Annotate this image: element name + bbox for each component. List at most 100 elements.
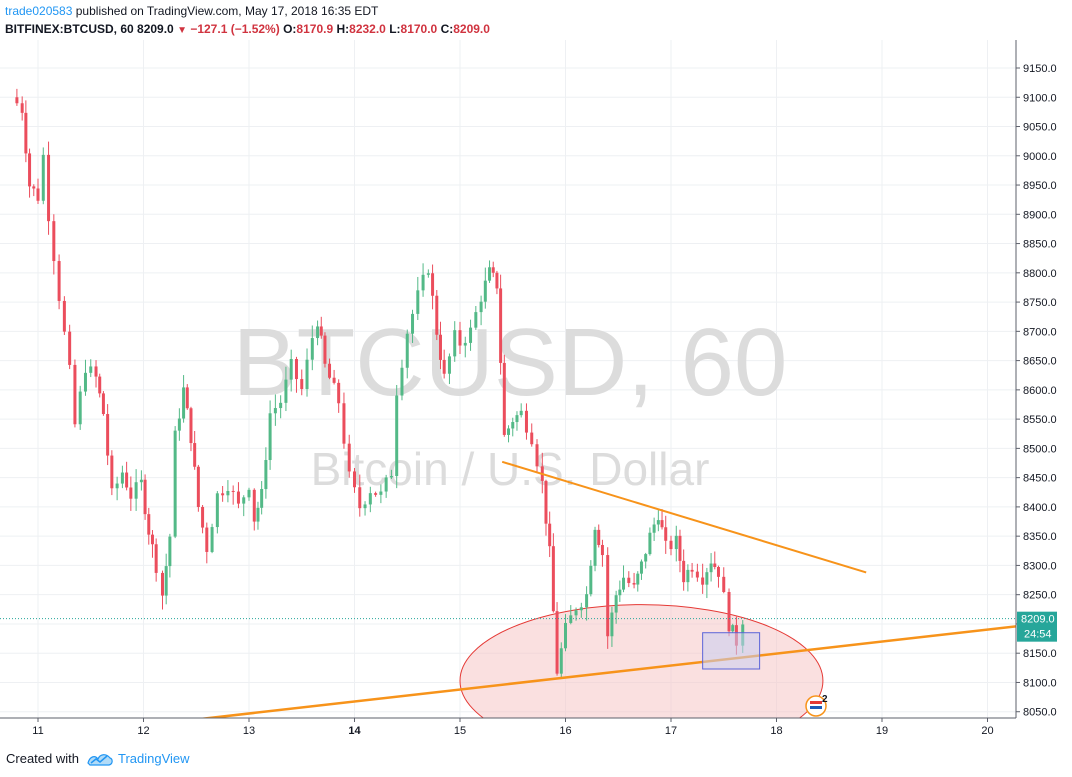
candle-body [535, 444, 539, 467]
candle-body [173, 430, 177, 537]
rectangle-annotation[interactable] [702, 632, 761, 670]
candle-body [519, 410, 523, 416]
price-tick-label: 8250.0 [1023, 590, 1057, 602]
candle-body [524, 410, 528, 433]
candle-body [421, 274, 425, 291]
tradingview-logo-icon[interactable] [87, 750, 113, 768]
events-count: 2 [822, 694, 828, 705]
candle-body [332, 377, 336, 383]
open-value: 8170.9 [296, 22, 334, 36]
candle-body [125, 472, 129, 488]
candle-body [411, 313, 415, 334]
candle-body [405, 333, 409, 368]
flag-stripe-icon [810, 701, 822, 704]
high-value: 8232.0 [349, 22, 386, 36]
time-tick-label: 19 [876, 725, 888, 737]
price-tick-label: 8100.0 [1023, 677, 1057, 689]
candle-body [201, 506, 205, 528]
flag-stripe2-icon [810, 706, 822, 709]
candle-body [695, 571, 699, 578]
candle-body [469, 327, 473, 343]
candle-body [463, 342, 467, 346]
candle-body [273, 408, 277, 414]
candle-body [94, 366, 98, 377]
candle-body [110, 455, 114, 489]
candle-body [515, 415, 519, 423]
created-with-text: Created with [6, 751, 79, 766]
candle-body [205, 527, 209, 552]
candle-body [328, 363, 332, 378]
candle-body [342, 403, 346, 444]
candle-body [705, 572, 709, 585]
candle-body [502, 362, 506, 435]
candle-body [189, 408, 193, 444]
candle-body [656, 520, 660, 525]
watermark-description: Bitcoin / U.S. Dollar [311, 443, 710, 495]
candle-body [564, 622, 567, 649]
candle-body [177, 418, 181, 431]
candle-body [89, 366, 93, 373]
candle-body [252, 489, 256, 522]
price-tick-label: 8150.0 [1023, 648, 1057, 660]
candle-body [593, 529, 597, 566]
down-arrow-icon: ▼ [177, 25, 187, 36]
candle-body [597, 529, 601, 545]
candle-body [438, 334, 442, 360]
trendline-support[interactable] [37, 614, 1072, 739]
candle-body [182, 387, 186, 419]
watermark-symbol: BTCUSD, 60 [233, 309, 788, 416]
price-chart[interactable]: BTCUSD, 60 Bitcoin / U.S. Dollar 8050.0 8… [0, 40, 1072, 740]
symbol-info: BITFINEX:BTCUSD, 60 8209.0 ▼ −127.1 (−1.… [5, 22, 490, 36]
author-link[interactable]: trade020583 [5, 4, 73, 18]
candle-body [305, 359, 309, 390]
candle-body [47, 154, 51, 222]
tradingview-brand-link[interactable]: TradingView [118, 751, 190, 766]
price-tick-label: 9100.0 [1023, 92, 1057, 104]
candle-body [548, 523, 552, 547]
candle-body [491, 267, 495, 273]
candle-body [639, 561, 643, 574]
price-tick-label: 9050.0 [1023, 122, 1057, 134]
price-tick-label: 8900.0 [1023, 209, 1057, 221]
candle-body [337, 382, 341, 404]
time-axis[interactable]: 11 12 13 14 15 16 17 18 19 20 [0, 717, 1072, 740]
price-tick-label: 8600.0 [1023, 385, 1057, 397]
candle-body [264, 460, 268, 490]
candle-body [435, 295, 439, 335]
price-tick-label: 8950.0 [1023, 180, 1057, 192]
candle-body [507, 428, 511, 435]
drawings[interactable] [0, 460, 1072, 739]
countdown-timer: 24:54 [1024, 629, 1052, 641]
candle-body [83, 372, 87, 392]
candle-body [669, 540, 673, 550]
price-axis[interactable]: 8050.08100.08150.08200.08250.08300.08350… [1015, 40, 1072, 719]
candle-body [52, 221, 56, 262]
candle-body [120, 472, 124, 484]
symbol-label[interactable]: BITFINEX:BTCUSD, 60 [5, 22, 134, 36]
last-price-tag-value: 8209.0 [1021, 614, 1055, 626]
candle-body [160, 572, 164, 596]
events-badge[interactable]: 2 [805, 694, 828, 717]
candle-body [185, 387, 189, 409]
candle-body [606, 555, 610, 637]
candle-body [384, 477, 388, 492]
candle-body [727, 591, 731, 632]
candle-body [363, 504, 367, 509]
low-label: L: [389, 22, 401, 36]
candle-body [300, 379, 304, 390]
candle-body [511, 422, 515, 429]
candle-body [316, 326, 320, 339]
candle-body [242, 497, 246, 504]
candle-body [231, 490, 235, 492]
candle-body [268, 413, 272, 461]
trendline-resistance[interactable] [501, 460, 867, 574]
price-tick-label: 9150.0 [1023, 63, 1057, 75]
candle-body [210, 527, 214, 552]
candle-body [579, 607, 583, 611]
candle-body [442, 359, 446, 374]
time-tick-label: 20 [981, 725, 993, 737]
candle-body [731, 625, 735, 632]
candle-body [226, 490, 230, 496]
time-tick-label: 13 [243, 725, 255, 737]
candle-body [62, 300, 66, 332]
